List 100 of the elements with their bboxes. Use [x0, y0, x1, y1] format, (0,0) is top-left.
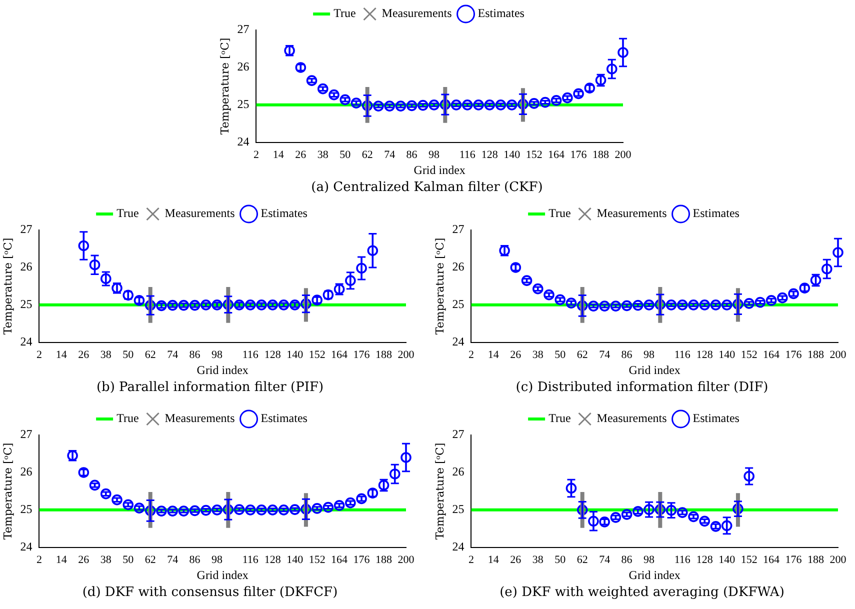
y-tick-label: 27 [20, 427, 32, 442]
point [544, 289, 554, 300]
point [495, 100, 506, 110]
x-tick-label: 38 [317, 148, 329, 161]
x-tick-label: 164 [763, 348, 780, 361]
x-tick-label: 38 [532, 348, 544, 361]
point [821, 264, 832, 274]
point [122, 290, 134, 301]
x-tick-label: 38 [100, 554, 112, 566]
x-tick-label: 140 [504, 148, 521, 161]
point [178, 506, 190, 516]
point [699, 300, 710, 310]
point [384, 100, 395, 112]
x-tick-label: 164 [331, 554, 348, 566]
legend-label: Measurements [382, 6, 452, 20]
legend-label: Measurements [164, 206, 236, 220]
x-tick-label: 200 [830, 348, 847, 361]
x-tick-label: 140 [286, 554, 304, 566]
y-tick-label: 25 [20, 297, 32, 312]
point [300, 298, 312, 310]
y-tick-label: 26 [452, 464, 464, 479]
x-axis-title: Grid index [196, 362, 248, 377]
x-tick-label: 2 [36, 554, 42, 566]
point [395, 100, 406, 112]
point [328, 89, 340, 100]
x-tick-label: 116 [674, 554, 691, 566]
y-tick-label: 24 [237, 134, 250, 149]
point [267, 300, 278, 310]
x-tick-label: 164 [331, 348, 348, 361]
point [528, 98, 540, 109]
point [484, 100, 496, 110]
legend-label: Measurements [596, 411, 668, 426]
x-tick-label: 14 [56, 348, 68, 361]
point [510, 262, 522, 273]
point [200, 504, 212, 516]
point [167, 506, 178, 516]
point [373, 100, 384, 112]
x-tick-label: 14 [488, 554, 500, 566]
x-tick-label: 98 [644, 554, 656, 566]
y-tick-label: 27 [452, 222, 464, 236]
point [244, 504, 256, 516]
x-tick-label: 128 [264, 554, 282, 566]
point [200, 300, 212, 310]
point [78, 240, 90, 252]
point [389, 468, 400, 480]
x-tick-label: 140 [718, 348, 736, 361]
x-tick-label: 200 [398, 554, 415, 566]
text: (d) DKF with consensus filter (DKFCF) [81, 585, 339, 600]
y-axis-title: Temperature [ᵒC] [433, 238, 446, 335]
point [473, 100, 484, 110]
point [521, 275, 532, 286]
y-axis-title: Temperature [ᵒC] [1, 238, 14, 335]
point [588, 516, 599, 527]
x-tick-label: 200 [614, 148, 632, 161]
legend-label: True [548, 206, 571, 220]
point [721, 520, 732, 532]
x-tick-label: 14 [56, 554, 68, 566]
point [621, 300, 632, 312]
x-tick-label: 152 [308, 348, 326, 361]
point [134, 295, 145, 306]
point [450, 100, 462, 110]
point [289, 504, 300, 515]
point [345, 275, 356, 286]
x-tick-label: 86 [189, 348, 201, 361]
point [554, 294, 566, 306]
point [156, 300, 167, 312]
x-tick-label: 176 [785, 348, 802, 361]
x-tick-label: 26 [295, 148, 307, 161]
x-tick-label: 38 [100, 348, 112, 361]
x-tick-label: 50 [122, 348, 134, 361]
legend-label: True [116, 206, 139, 220]
x-tick-label: 2 [468, 348, 474, 361]
x-tick-label: 62 [576, 348, 588, 361]
x-axis-title: Grid index [628, 568, 680, 582]
x-tick-label: 200 [830, 554, 847, 566]
text: (c) Distributed information filter (DIF) [514, 380, 770, 395]
legend-label: Measurements [596, 206, 668, 220]
text: (b) Parallel information filter (PIF) [95, 380, 325, 395]
legend-label: Estimates [692, 206, 740, 220]
legend-label: Measurements [164, 411, 236, 426]
y-tick-label: 26 [20, 260, 32, 274]
point [302, 300, 310, 310]
point [340, 94, 351, 106]
x-tick-label: 98 [212, 348, 224, 361]
point [112, 494, 122, 506]
y-axis-title: Temperature [ᵒC] [433, 442, 446, 540]
x-tick-label: 176 [353, 554, 370, 566]
legend-label: Estimates [260, 411, 308, 426]
point [506, 100, 518, 110]
x-tick-label: 188 [808, 348, 825, 361]
x-tick-label: 50 [554, 554, 566, 566]
y-tick-label: 25 [452, 502, 464, 516]
point [167, 300, 178, 311]
x-tick-label: 152 [308, 554, 326, 566]
x-tick-label: 62 [576, 554, 588, 566]
x-tick-label: 116 [242, 554, 259, 566]
point [178, 300, 190, 311]
x-tick-label: 98 [644, 348, 656, 361]
x-tick-label: 116 [674, 348, 691, 361]
point [312, 503, 322, 514]
